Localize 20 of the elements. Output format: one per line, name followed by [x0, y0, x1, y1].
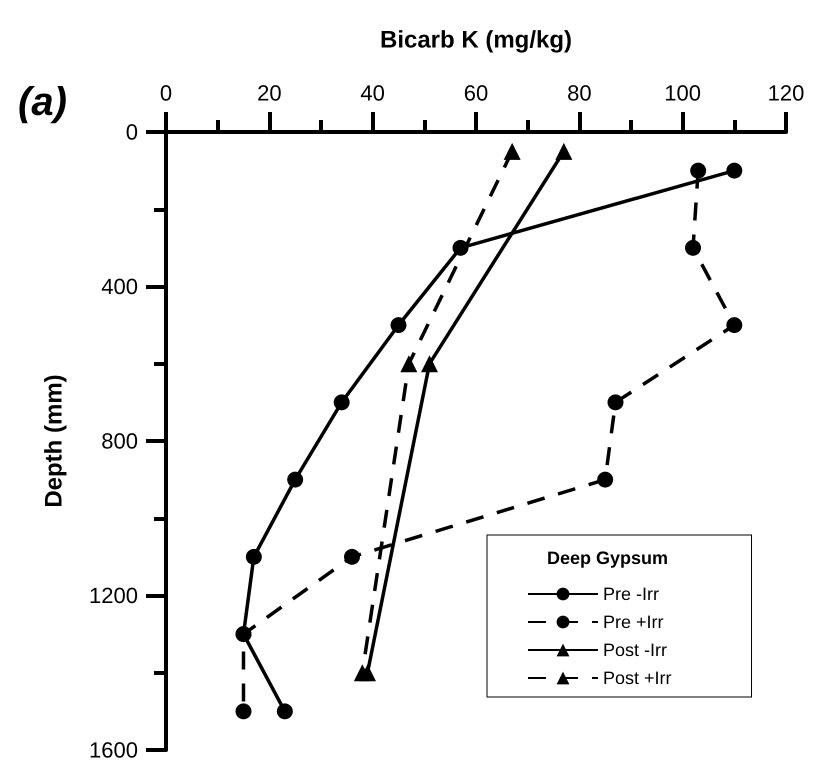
x-tick-label: 120 — [768, 80, 804, 106]
x-tick-label: 80 — [567, 80, 592, 106]
y-tick-label: 400 — [101, 274, 138, 299]
x-tick-label: 20 — [257, 80, 282, 106]
legend-label: Post -Irr — [603, 640, 668, 660]
legend-label: Pre +Irr — [603, 612, 664, 632]
y-axis-title: Depth (mm) — [40, 374, 68, 508]
x-tick-label: 0 — [160, 80, 172, 106]
x-axis-title: Bicarb K (mg/kg) — [380, 26, 572, 54]
y-tick-label: 0 — [126, 120, 138, 144]
x-tick-label: 60 — [464, 80, 488, 106]
legend-label: Post +Irr — [603, 668, 672, 688]
text: (a) — [18, 80, 67, 124]
y-tick-label: 1600 — [89, 738, 138, 762]
x-tick-label: 40 — [360, 80, 385, 106]
y-tick-label: 800 — [101, 428, 138, 454]
legend-title: Deep Gypsum — [547, 548, 668, 568]
x-tick-label: 100 — [664, 80, 702, 106]
legend-label: Pre -Irr — [603, 584, 659, 604]
y-tick-label: 1200 — [89, 583, 138, 608]
